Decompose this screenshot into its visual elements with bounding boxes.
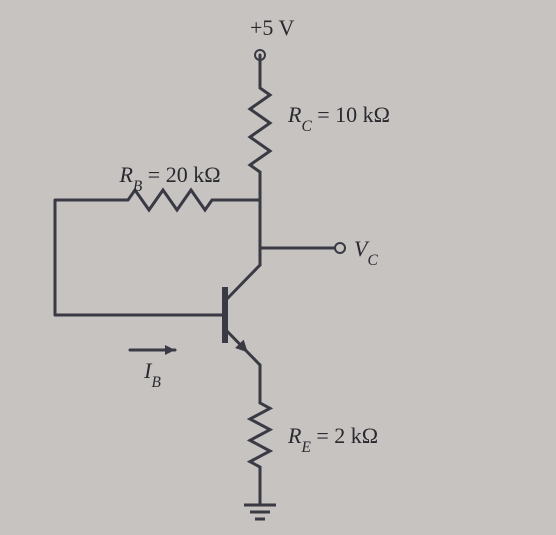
supply-label: +5 V xyxy=(250,15,295,40)
circuit-diagram: +5 VRC = 10 kΩRB = 20 kΩVCIBRE = 2 kΩ xyxy=(0,0,556,535)
vc-node xyxy=(335,243,345,253)
